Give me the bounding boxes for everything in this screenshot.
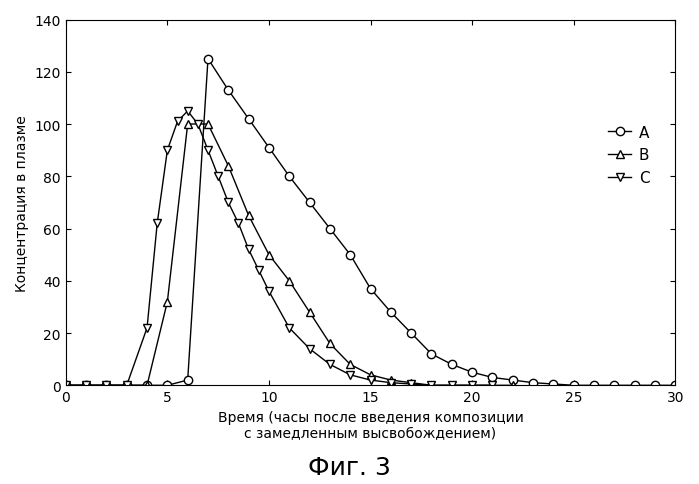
Line: A: A bbox=[62, 55, 679, 390]
B bbox=[387, 378, 395, 383]
C bbox=[468, 382, 476, 388]
A bbox=[387, 310, 395, 316]
A bbox=[529, 380, 538, 386]
A bbox=[671, 382, 679, 388]
A bbox=[488, 375, 496, 380]
B bbox=[143, 382, 151, 388]
B bbox=[447, 382, 456, 388]
A bbox=[82, 382, 90, 388]
C bbox=[82, 382, 90, 388]
C bbox=[265, 289, 273, 295]
A bbox=[570, 382, 578, 388]
B bbox=[326, 341, 334, 347]
C bbox=[204, 148, 212, 154]
C bbox=[224, 200, 233, 206]
A bbox=[265, 145, 273, 151]
B bbox=[265, 252, 273, 258]
C bbox=[153, 221, 161, 227]
A bbox=[651, 382, 659, 388]
A bbox=[407, 331, 415, 336]
A bbox=[285, 174, 294, 180]
C bbox=[366, 378, 375, 383]
B bbox=[488, 382, 496, 388]
C bbox=[62, 382, 70, 388]
A bbox=[326, 226, 334, 232]
X-axis label: Время (часы после введения композиции
с замедленным высвобождением): Время (часы после введения композиции с … bbox=[217, 410, 524, 440]
C bbox=[427, 382, 435, 388]
C bbox=[245, 247, 253, 253]
A bbox=[122, 382, 131, 388]
C bbox=[163, 148, 171, 154]
C bbox=[447, 382, 456, 388]
C bbox=[122, 382, 131, 388]
B bbox=[407, 380, 415, 386]
C bbox=[173, 119, 182, 125]
C bbox=[346, 372, 354, 378]
B bbox=[509, 382, 517, 388]
B bbox=[468, 382, 476, 388]
A bbox=[468, 370, 476, 376]
A bbox=[346, 252, 354, 258]
B bbox=[62, 382, 70, 388]
Text: Фиг. 3: Фиг. 3 bbox=[308, 455, 391, 479]
B bbox=[285, 278, 294, 284]
B bbox=[427, 382, 435, 388]
A bbox=[427, 351, 435, 357]
B bbox=[366, 372, 375, 378]
Legend: A, B, C: A, B, C bbox=[602, 120, 656, 192]
A bbox=[102, 382, 110, 388]
C bbox=[387, 380, 395, 386]
A bbox=[630, 382, 639, 388]
C bbox=[143, 325, 151, 331]
A bbox=[184, 378, 192, 383]
A bbox=[204, 57, 212, 62]
B bbox=[346, 362, 354, 367]
C bbox=[407, 381, 415, 387]
B bbox=[82, 382, 90, 388]
B bbox=[204, 122, 212, 128]
C bbox=[285, 325, 294, 331]
A bbox=[143, 382, 151, 388]
A bbox=[610, 382, 619, 388]
B bbox=[245, 213, 253, 219]
A bbox=[224, 88, 233, 94]
C bbox=[102, 382, 110, 388]
A bbox=[447, 362, 456, 367]
C bbox=[234, 221, 243, 227]
B bbox=[102, 382, 110, 388]
C bbox=[194, 122, 202, 128]
C bbox=[184, 109, 192, 115]
B bbox=[163, 299, 171, 305]
A bbox=[549, 381, 558, 387]
Line: B: B bbox=[62, 121, 517, 390]
C bbox=[254, 268, 263, 273]
Y-axis label: Концентрация в плазме: Концентрация в плазме bbox=[15, 115, 29, 291]
A bbox=[245, 117, 253, 122]
Line: C: C bbox=[62, 107, 496, 390]
C bbox=[326, 362, 334, 367]
B bbox=[224, 164, 233, 169]
B bbox=[184, 122, 192, 128]
B bbox=[305, 310, 314, 316]
C bbox=[488, 382, 496, 388]
A bbox=[305, 200, 314, 206]
A bbox=[590, 382, 598, 388]
A bbox=[509, 378, 517, 383]
A bbox=[62, 382, 70, 388]
A bbox=[163, 382, 171, 388]
C bbox=[214, 174, 222, 180]
B bbox=[122, 382, 131, 388]
C bbox=[305, 346, 314, 352]
A bbox=[366, 286, 375, 292]
